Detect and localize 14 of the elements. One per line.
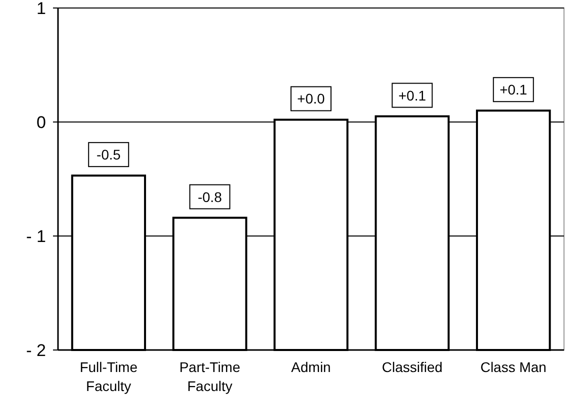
annotation: -0.5 — [96, 146, 121, 163]
x-tick-label: Admin — [291, 359, 331, 375]
y-tick-label: - 2 — [26, 341, 46, 360]
x-tick-label: Full-Time Faculty — [80, 359, 138, 394]
y-tick-label: - 1 — [26, 227, 46, 246]
annotation: +0.1 — [500, 82, 528, 98]
annotation: +0.0 — [297, 90, 326, 107]
x-tick-label: Part-Time Faculty — [179, 359, 240, 394]
x-tick-label: Class Man — [480, 359, 546, 375]
annotation: +0.1 — [398, 87, 426, 104]
x-tick-label: Classified — [382, 359, 443, 375]
y-tick-label: 1 — [36, 0, 46, 18]
annotation: -0.8 — [198, 188, 222, 205]
y-tick-label: 0 — [36, 113, 46, 132]
